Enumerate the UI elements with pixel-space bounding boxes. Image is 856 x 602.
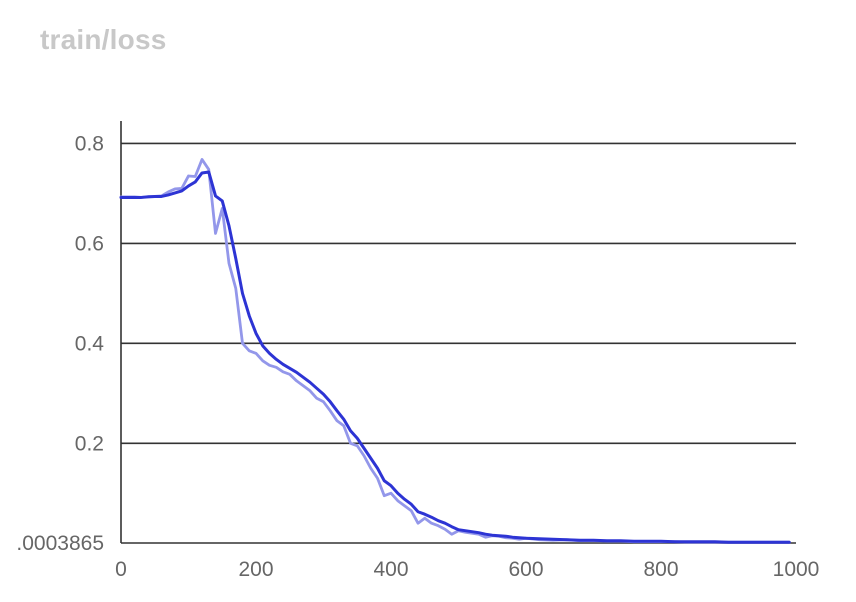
series-line-raw — [119, 158, 791, 544]
series-smoothed — [119, 170, 791, 544]
x-tick-label-1: 200 — [238, 558, 273, 581]
grid-layer — [121, 142, 796, 445]
axes-layer — [120, 121, 796, 544]
y-tick-label-0: 0.8 — [75, 132, 104, 155]
x-tick-label-4: 800 — [643, 558, 678, 581]
y-tick-label-1: 0.6 — [75, 232, 104, 255]
y-tick-label-4: .0003865 — [16, 532, 104, 555]
series-layer — [119, 158, 791, 544]
series-line-smoothed — [119, 170, 791, 544]
x-tick-label-3: 600 — [508, 558, 543, 581]
y-tick-label-2: 0.4 — [75, 332, 105, 355]
x-tick-label-2: 400 — [373, 558, 408, 581]
x-tick-label-0: 0 — [115, 558, 127, 581]
x-tick-label-5: 1000 — [773, 558, 820, 581]
tick-labels-layer: 0.8 0.6 0.4 0.2 .0003865 0 200 400 600 800 1000 — [16, 132, 819, 581]
chart-title: train/loss — [40, 24, 167, 55]
y-tick-label-3: 0.2 — [75, 432, 104, 455]
series-raw — [119, 158, 791, 544]
